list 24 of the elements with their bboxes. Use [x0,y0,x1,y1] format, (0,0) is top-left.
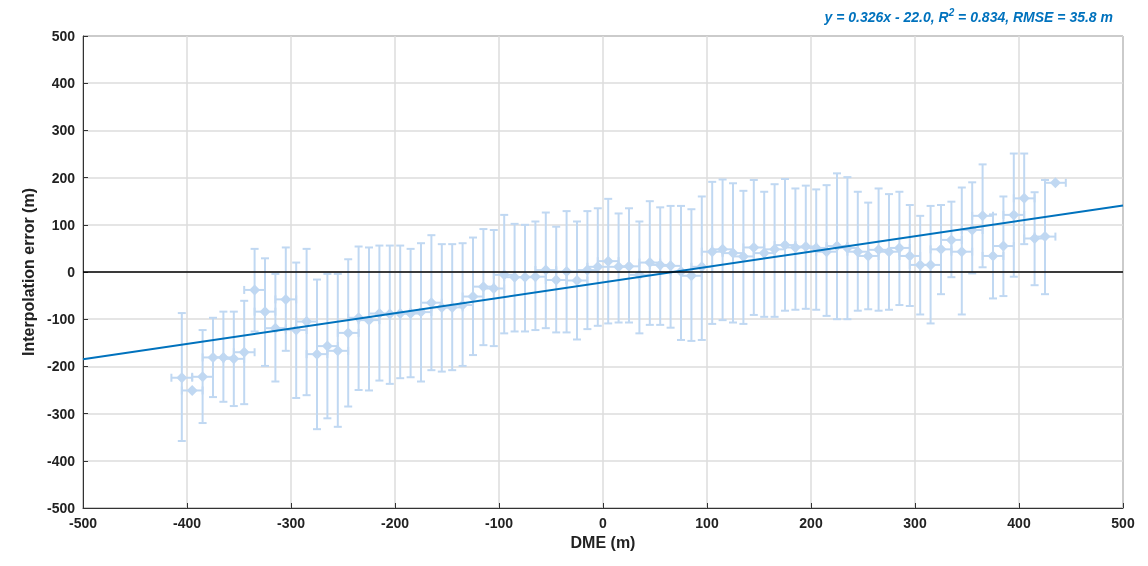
y-tick-label: 200 [51,169,76,186]
y-tick-label: -300 [46,405,76,422]
y-tick-label: 0 [67,264,76,280]
x-tick-label: 300 [903,515,927,531]
x-tick-label: 100 [695,515,719,531]
x-tick-label: -100 [484,515,514,531]
x-tick-label: -300 [276,515,306,531]
y-tick-label: -100 [46,311,76,328]
y-tick-label: -500 [46,500,76,516]
x-tick-label: -500 [68,515,98,531]
y-tick-label: 300 [51,122,76,139]
x-tick-label: 500 [1111,515,1135,531]
x-tick-label: 400 [1007,515,1031,531]
x-axis-title: DME (m) [570,534,636,552]
x-tick-label: -200 [380,515,410,531]
y-tick-label: 500 [51,28,76,44]
y-axis-title: Interpolation error (m) [19,187,37,357]
y-tick-label: 100 [51,216,76,233]
y-tick-label: -200 [46,358,76,375]
y-tick-label: -400 [46,452,76,469]
x-tick-label: 0 [599,515,608,531]
y-tick-label: 400 [51,75,76,92]
x-tick-label: 200 [799,515,823,531]
x-tick-label: -400 [172,515,202,531]
